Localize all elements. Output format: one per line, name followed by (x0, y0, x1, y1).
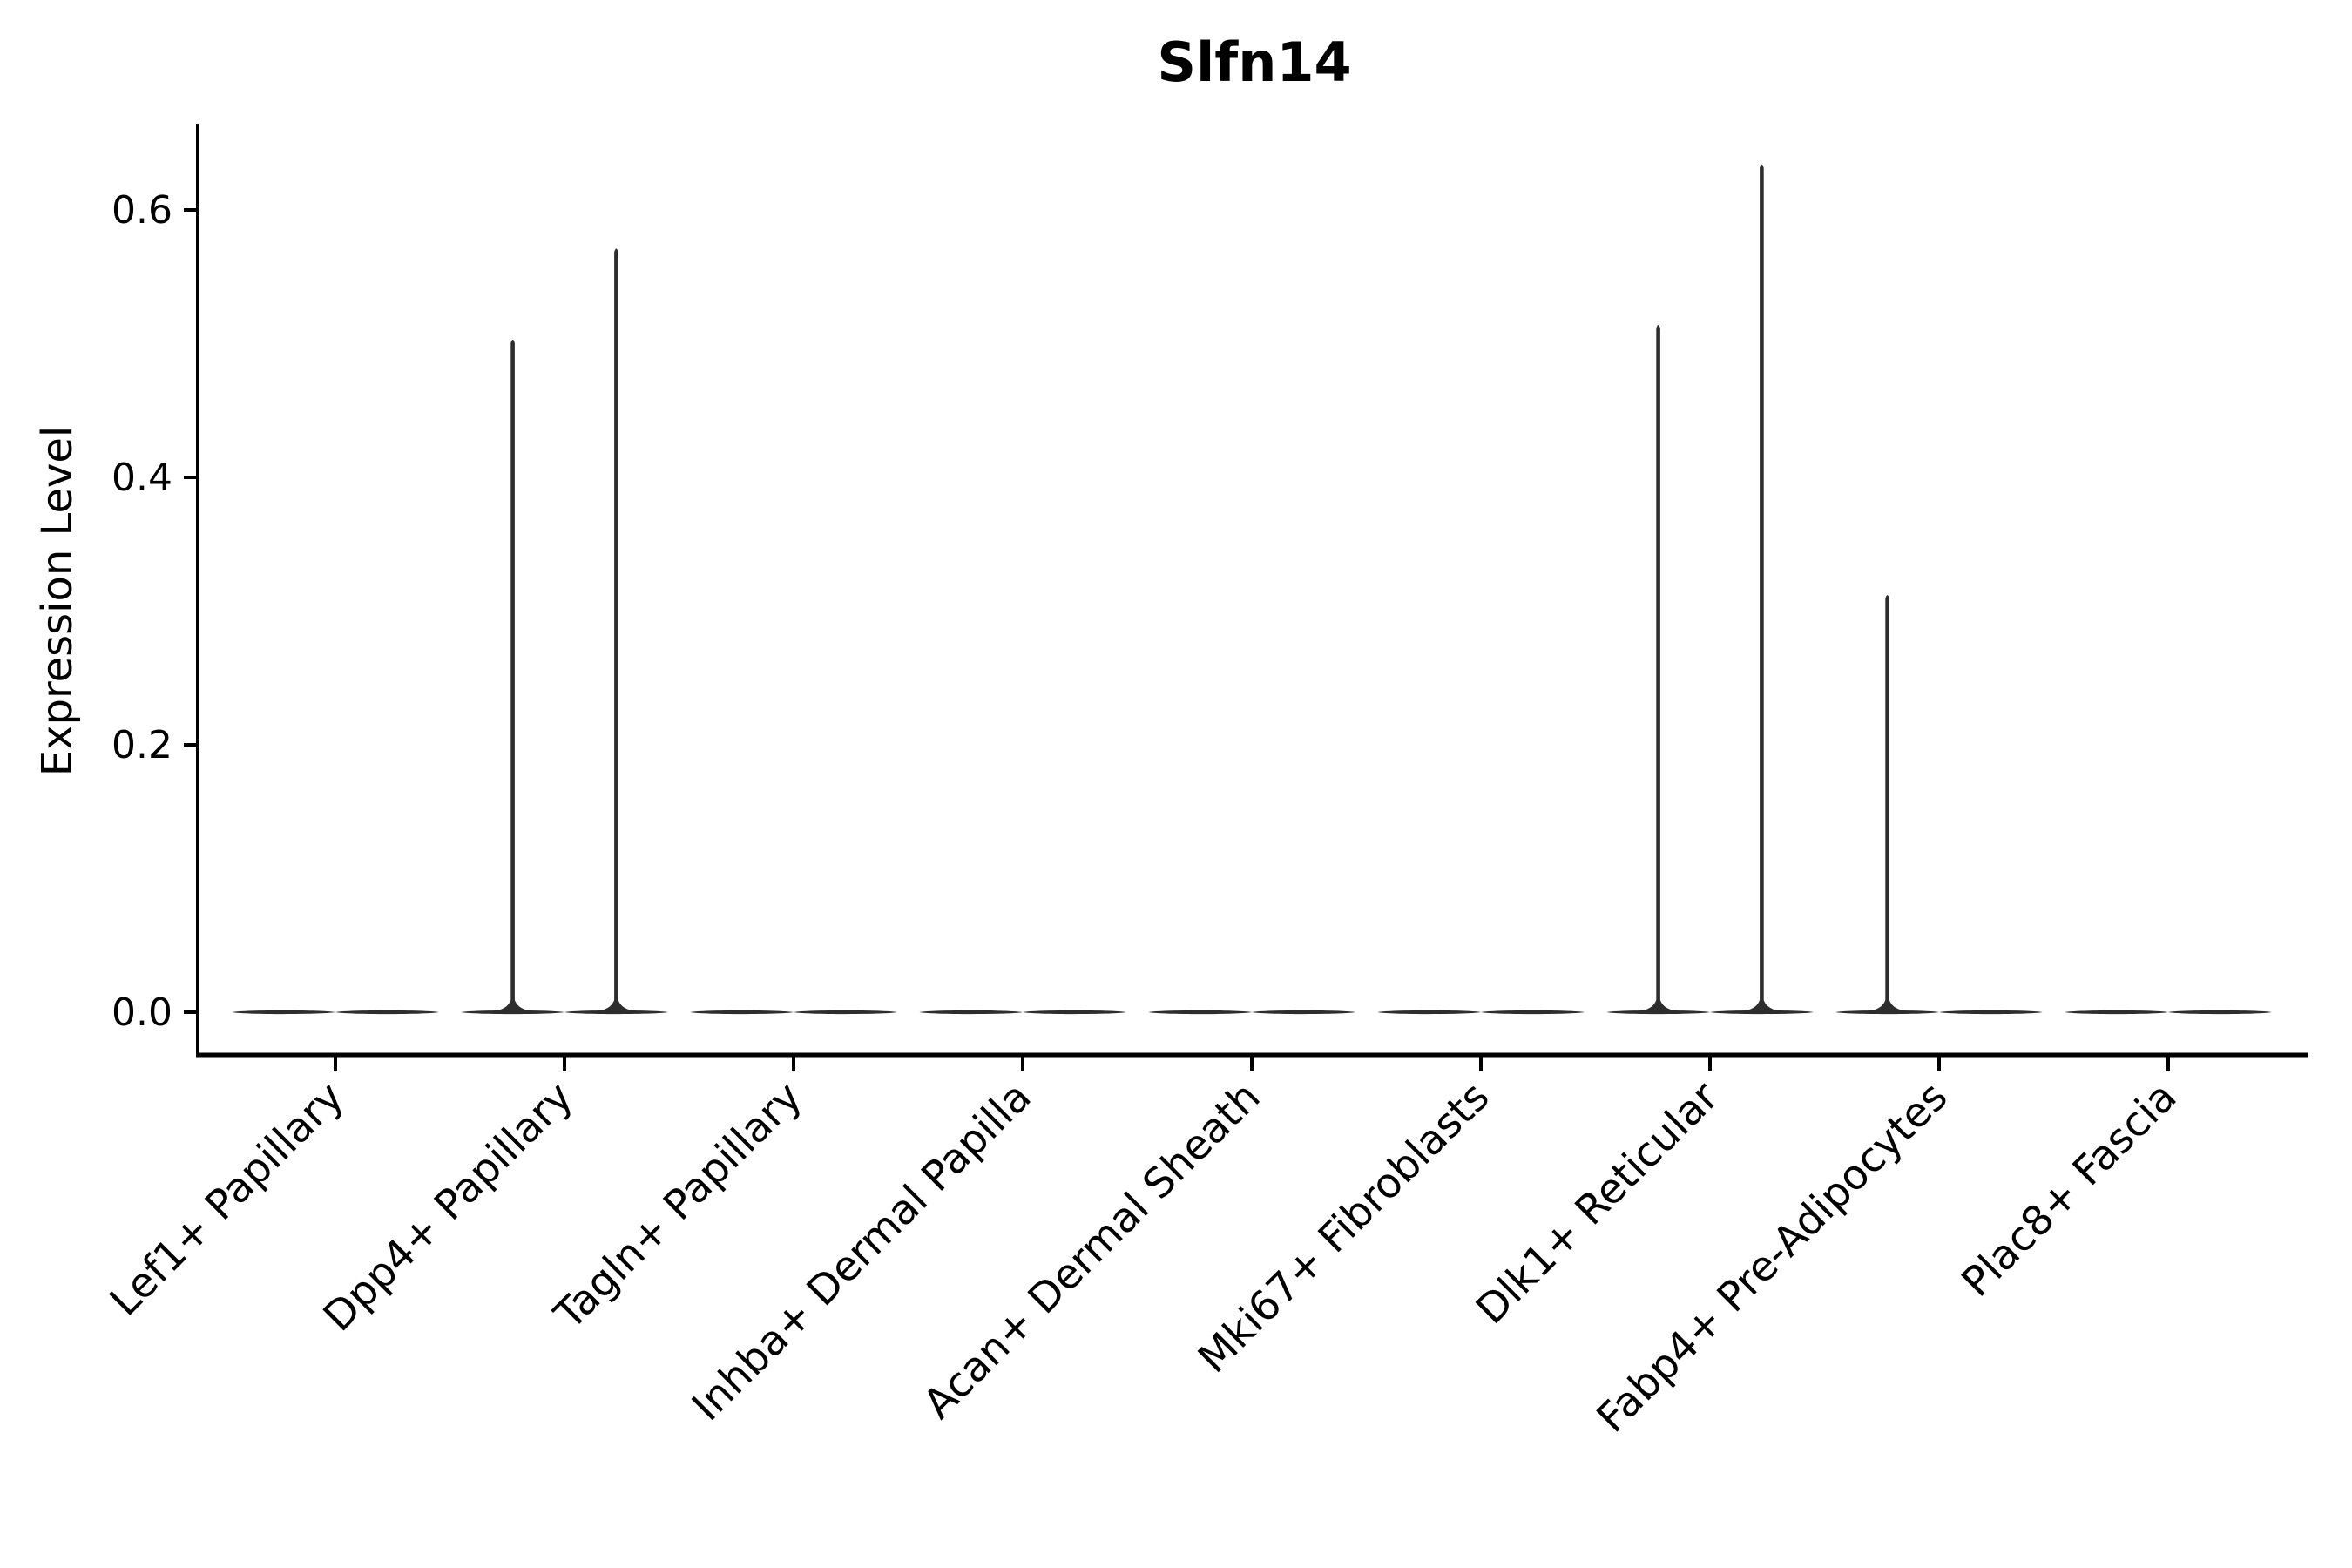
violin-lens-left (1148, 1010, 1252, 1015)
x-tick-label: Dlk1+ Reticular (1467, 1072, 1728, 1334)
violin-spike-left (490, 339, 536, 1013)
axes (196, 124, 2308, 1058)
violin-lens-right (335, 1010, 439, 1015)
y-tick-label: 0.0 (112, 990, 172, 1035)
violin-lens-left (919, 1010, 1023, 1015)
violin-spike-right (1739, 164, 1785, 1013)
plot-title: Slfn14 (1157, 30, 1351, 94)
violin-lens-left (232, 1010, 335, 1015)
violin-spike-right (593, 248, 639, 1013)
y-axis-ticks: 0.0 0.2 0.4 0.6 (112, 188, 198, 1035)
x-tick-label: Plac8+ Fascia (1953, 1073, 2186, 1307)
violin-lens-right (794, 1010, 897, 1015)
x-tick-label: Lef1+ Papillary (101, 1073, 354, 1326)
violin-lens-right (1939, 1010, 2043, 1015)
violin-lens-right (1023, 1010, 1126, 1015)
violins (232, 164, 2272, 1015)
violin-lens-left (2065, 1010, 2168, 1015)
violin-lens-right (1252, 1010, 1355, 1015)
x-tick-label: Tagln+ Papillary (545, 1073, 812, 1340)
violin-lens-left (1377, 1010, 1481, 1015)
violin-lens-right (1481, 1010, 1585, 1015)
y-tick-label: 0.4 (112, 456, 172, 500)
x-tick-label: Dpp4+ Papillary (314, 1073, 583, 1342)
violin-lens-right (2168, 1010, 2272, 1015)
y-axis-label: Expression Level (33, 426, 82, 777)
y-tick-label: 0.6 (112, 188, 172, 233)
y-tick-label: 0.2 (112, 723, 172, 767)
violin-spike-left (1635, 325, 1681, 1013)
violin-lens-left (690, 1010, 794, 1015)
violin-spike-left (1864, 595, 1910, 1013)
